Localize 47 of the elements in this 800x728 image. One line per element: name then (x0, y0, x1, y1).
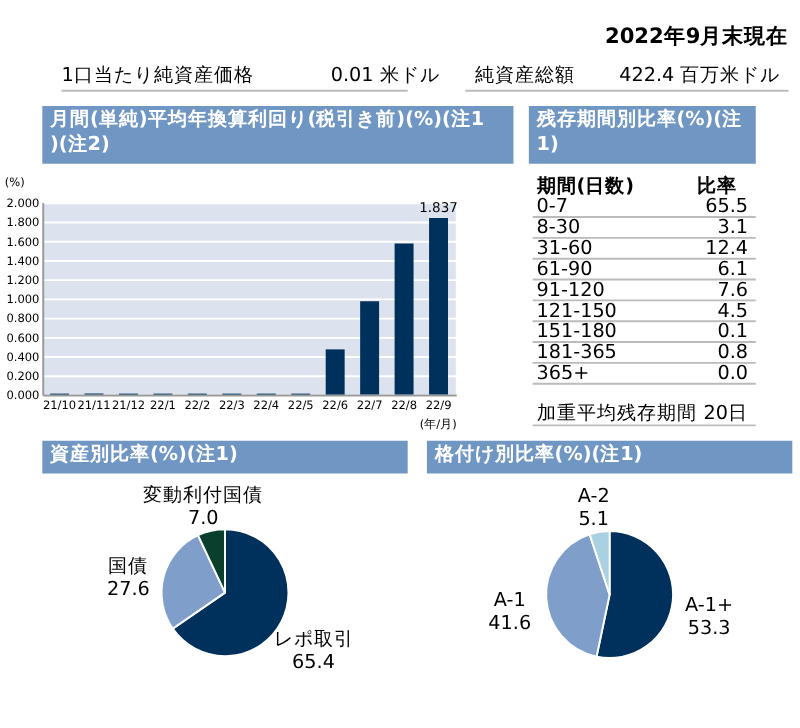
category-label: 181-365 (536, 342, 617, 365)
category-label: 121-150 (536, 300, 617, 323)
category-label: 61-90 (536, 258, 593, 281)
text: 20日 (703, 402, 749, 425)
text: 1口当たり純資産価格 (61, 63, 254, 88)
data-label: 7.0 (187, 507, 219, 530)
slice-label: 変動利付国債 (143, 482, 264, 507)
bar (429, 217, 449, 395)
bar (394, 243, 414, 395)
slice-label: 国債 (108, 554, 149, 579)
text: 422.4 百万米ドル (619, 63, 781, 88)
category-label: 0-7 (536, 196, 568, 219)
text: 0.01 米ドル (330, 63, 440, 88)
slice-label: A-1 (493, 590, 526, 612)
data-label: 0.1 (717, 321, 749, 344)
data-label: 12.4 (705, 238, 749, 261)
bar (360, 301, 380, 395)
text: 純資産総額 (475, 63, 575, 88)
data-label: 0.8 (717, 342, 749, 365)
data-label: 27.6 (107, 579, 150, 602)
chart-title: 資産別比率(%)(注1) (48, 441, 238, 466)
data-label: 0.0 (717, 363, 749, 386)
data-label: 5.1 (578, 508, 609, 531)
category-label: 365+ (536, 363, 590, 386)
data-label: 6.1 (717, 258, 749, 281)
chart-title: 月間(単純)平均年換算利回り(税引き前)(%)(注1)(注2) (48, 107, 485, 157)
data-label: 53.3 (687, 617, 731, 640)
text: 残存期間別比率(%)(注1) (534, 107, 743, 157)
category-label: 31-60 (536, 238, 593, 261)
data-label: 3.1 (717, 217, 749, 240)
data-label: 7.6 (717, 279, 749, 302)
slice-label: レポ取引 (273, 628, 354, 651)
data-label: 65.4 (292, 652, 335, 675)
bar (325, 349, 345, 395)
text: 比率 (697, 173, 738, 198)
category-label: 91-120 (536, 279, 605, 302)
data-label: 41.6 (488, 613, 532, 636)
data-label: 65.5 (705, 196, 749, 219)
slice-label: A-2 (577, 485, 610, 508)
text: 2022年9月末現在 (604, 22, 789, 49)
category-label: 151-180 (536, 321, 617, 344)
chart-title: 格付け別比率(%)(注1) (432, 441, 643, 466)
category-label: 8-30 (536, 217, 581, 240)
data-label: 4.5 (717, 300, 749, 323)
text: 期間(日数) (534, 173, 635, 198)
text: 加重平均残存期間 (536, 400, 697, 425)
slice-label: A-1+ (685, 594, 734, 617)
